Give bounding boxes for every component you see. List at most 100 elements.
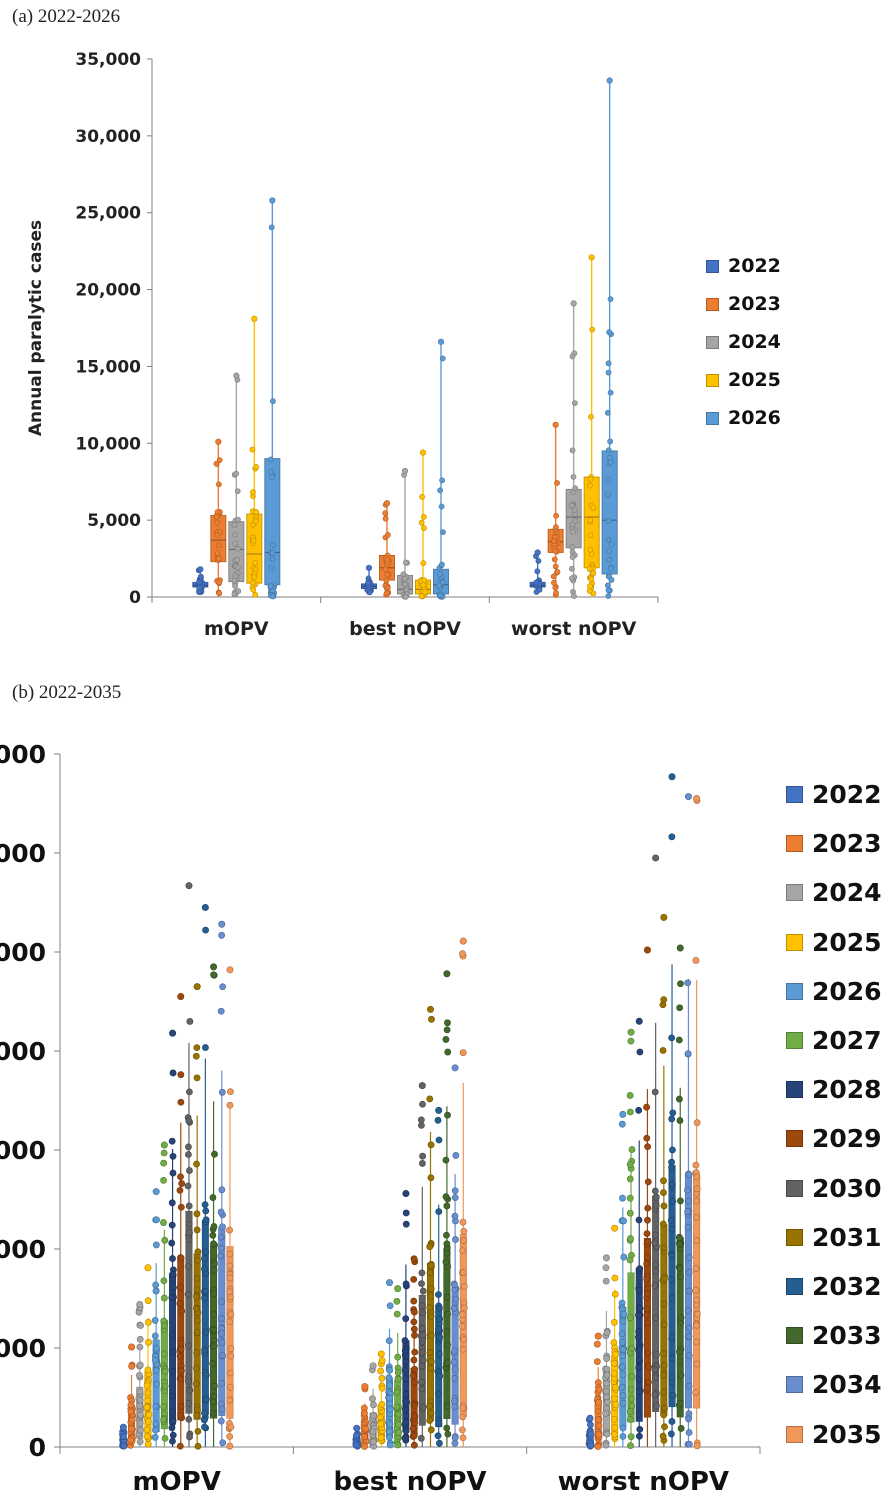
data-point xyxy=(439,579,446,586)
data-point xyxy=(427,1262,435,1269)
data-point xyxy=(410,1356,418,1364)
data-point xyxy=(636,1304,644,1312)
max-point xyxy=(251,315,258,322)
data-point xyxy=(636,1265,644,1272)
data-point xyxy=(693,1442,701,1450)
max-point xyxy=(152,1188,160,1196)
legend-label: 2026 xyxy=(812,976,882,1006)
data-point xyxy=(443,1249,451,1257)
data-point xyxy=(612,1401,619,1408)
data-point xyxy=(422,589,428,596)
data-point xyxy=(668,1294,676,1302)
data-point xyxy=(444,1019,451,1027)
data-point xyxy=(626,1194,634,1202)
data-point xyxy=(185,1088,193,1096)
data-point xyxy=(186,1167,193,1174)
data-point xyxy=(202,1216,210,1224)
data-point xyxy=(605,536,612,543)
data-point xyxy=(143,1381,151,1389)
data-point xyxy=(452,1236,459,1243)
data-point xyxy=(427,1141,435,1149)
data-point xyxy=(450,1397,458,1405)
data-point xyxy=(201,1265,208,1273)
data-point xyxy=(393,1297,401,1305)
max-point xyxy=(402,1190,410,1198)
data-point xyxy=(536,586,543,593)
legend-item-2034: 2034 xyxy=(786,1370,882,1399)
max-point xyxy=(394,1285,402,1293)
data-point xyxy=(635,1216,643,1224)
data-point xyxy=(186,1018,194,1025)
legend-item-2026: 2026 xyxy=(786,977,882,1006)
data-point xyxy=(459,1426,466,1434)
data-point xyxy=(426,1349,434,1357)
max-point xyxy=(169,1029,177,1037)
data-point xyxy=(603,1380,611,1387)
data-point xyxy=(627,1037,635,1045)
data-point xyxy=(152,1366,160,1374)
data-point xyxy=(586,588,593,594)
data-point xyxy=(137,1322,144,1329)
data-point xyxy=(214,550,221,557)
data-point xyxy=(152,1287,160,1295)
data-point xyxy=(667,1430,675,1438)
max-point xyxy=(418,1082,426,1090)
data-point xyxy=(427,1293,435,1300)
data-point xyxy=(226,1274,234,1282)
data-point xyxy=(643,1103,650,1111)
data-point xyxy=(385,1374,393,1382)
data-point xyxy=(249,446,256,453)
data-point xyxy=(452,1365,459,1373)
data-point xyxy=(186,1433,193,1441)
legend-swatch xyxy=(786,786,803,803)
data-point xyxy=(232,572,239,579)
data-point xyxy=(419,1287,427,1295)
data-point xyxy=(426,1417,434,1424)
data-point xyxy=(459,1218,467,1226)
data-point xyxy=(152,1403,160,1410)
data-point xyxy=(635,1347,643,1354)
data-point xyxy=(550,573,557,580)
legend-label: 2027 xyxy=(812,1026,882,1055)
data-point xyxy=(153,1380,160,1388)
data-point xyxy=(201,1255,208,1262)
data-point xyxy=(202,1395,210,1403)
data-point xyxy=(153,1344,160,1352)
data-point xyxy=(419,493,426,500)
data-point xyxy=(676,1348,683,1356)
max-point xyxy=(419,449,427,456)
data-point xyxy=(168,1408,176,1416)
data-point xyxy=(427,1312,435,1320)
data-point xyxy=(269,549,276,556)
data-point xyxy=(401,1366,409,1374)
data-point xyxy=(644,1349,652,1357)
data-point xyxy=(593,1358,601,1366)
data-point xyxy=(177,1339,185,1347)
data-point xyxy=(618,1120,626,1128)
data-point xyxy=(401,1405,409,1413)
data-point xyxy=(652,1268,660,1275)
data-point xyxy=(213,513,220,520)
data-point xyxy=(169,1431,177,1439)
data-point xyxy=(587,532,594,539)
data-point xyxy=(151,1356,159,1364)
data-point xyxy=(535,558,542,564)
legend-label: 2025 xyxy=(728,369,781,391)
data-point xyxy=(452,1295,460,1303)
data-point xyxy=(427,1358,435,1366)
data-point xyxy=(377,1434,385,1441)
data-point xyxy=(402,1220,410,1228)
data-point xyxy=(418,1385,426,1393)
data-point xyxy=(136,1396,144,1404)
legend-swatch xyxy=(786,835,803,853)
data-point xyxy=(619,1352,626,1360)
data-point xyxy=(226,1226,233,1234)
data-point xyxy=(635,1106,643,1114)
data-point xyxy=(184,1373,192,1381)
data-point xyxy=(144,1318,152,1326)
data-point xyxy=(419,1100,426,1108)
data-point xyxy=(660,1189,667,1197)
data-point xyxy=(193,1160,200,1168)
data-point xyxy=(661,1423,668,1431)
